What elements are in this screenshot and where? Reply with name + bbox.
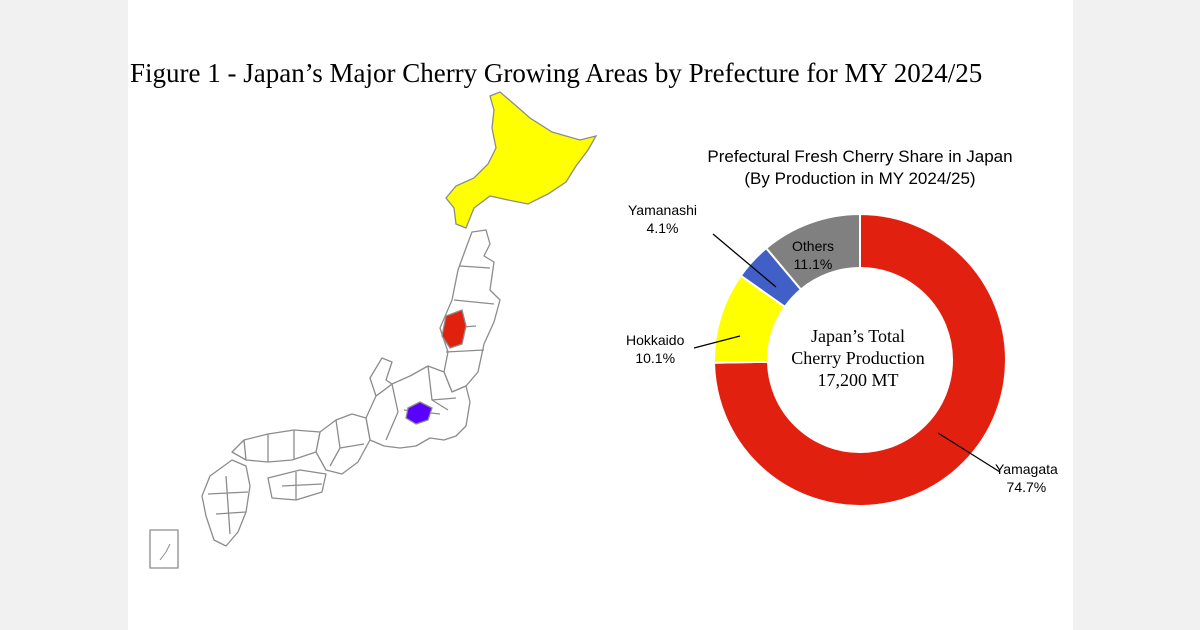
map-kansai bbox=[315, 413, 371, 475]
label-others-value: 11.1% bbox=[793, 256, 833, 272]
figure-title: Figure 1 - Japan’s Major Cherry Growing … bbox=[130, 58, 983, 88]
okinawa-island bbox=[159, 543, 171, 561]
center-line-2: Cherry Production bbox=[791, 348, 925, 368]
label-yamanashi: Yamanashi 4.1% bbox=[628, 201, 697, 237]
label-yamanashi-value: 4.1% bbox=[646, 220, 679, 236]
label-yamagata-name: Yamagata bbox=[995, 461, 1058, 477]
center-line-3: 17,200 MT bbox=[817, 370, 899, 390]
label-yamagata-value: 74.7% bbox=[1006, 479, 1047, 495]
map-borders-central bbox=[385, 365, 457, 441]
chart-title: Prefectural Fresh Cherry Share in Japan … bbox=[640, 146, 1080, 190]
label-hokkaido-name: Hokkaido bbox=[626, 332, 685, 348]
yamagata-leader-line bbox=[937, 432, 1001, 473]
center-line-1: Japan’s Total bbox=[811, 326, 905, 346]
map-chugoku bbox=[231, 429, 321, 463]
label-yamagata: Yamagata 74.7% bbox=[995, 460, 1058, 496]
map-borders-kyushu bbox=[207, 475, 249, 535]
label-hokkaido: Hokkaido 10.1% bbox=[626, 331, 684, 367]
map-yamanashi bbox=[405, 401, 433, 425]
map-hokkaido bbox=[445, 91, 598, 229]
yamanashi-leader-line bbox=[712, 233, 777, 288]
chart-title-line-1: Prefectural Fresh Cherry Share in Japan bbox=[707, 147, 1013, 166]
map-borders-shikoku bbox=[281, 472, 323, 500]
donut-slice-others bbox=[764, 212, 861, 291]
hokkaido-leader-line bbox=[693, 335, 741, 349]
label-others-name: Others bbox=[792, 238, 835, 254]
map-kyushu bbox=[201, 459, 251, 547]
okinawa-inset-box bbox=[149, 529, 179, 569]
donut-center-label: Japan’s Total Cherry Production 17,200 M… bbox=[768, 325, 948, 391]
map-noto bbox=[369, 357, 393, 397]
map-borders-kansai bbox=[329, 419, 365, 467]
map-borders-tohoku bbox=[445, 265, 495, 353]
map-yamagata bbox=[441, 309, 467, 349]
chart-title-line-2: (By Production in MY 2024/25) bbox=[744, 169, 976, 188]
map-borders-chugoku bbox=[243, 430, 295, 462]
label-hokkaido-value: 10.1% bbox=[635, 350, 676, 366]
label-yamanashi-name: Yamanashi bbox=[628, 202, 698, 218]
label-others: Others 11.1% bbox=[792, 237, 834, 273]
donut-slice-yamagata bbox=[713, 212, 1007, 507]
figure-background bbox=[128, 0, 1073, 630]
